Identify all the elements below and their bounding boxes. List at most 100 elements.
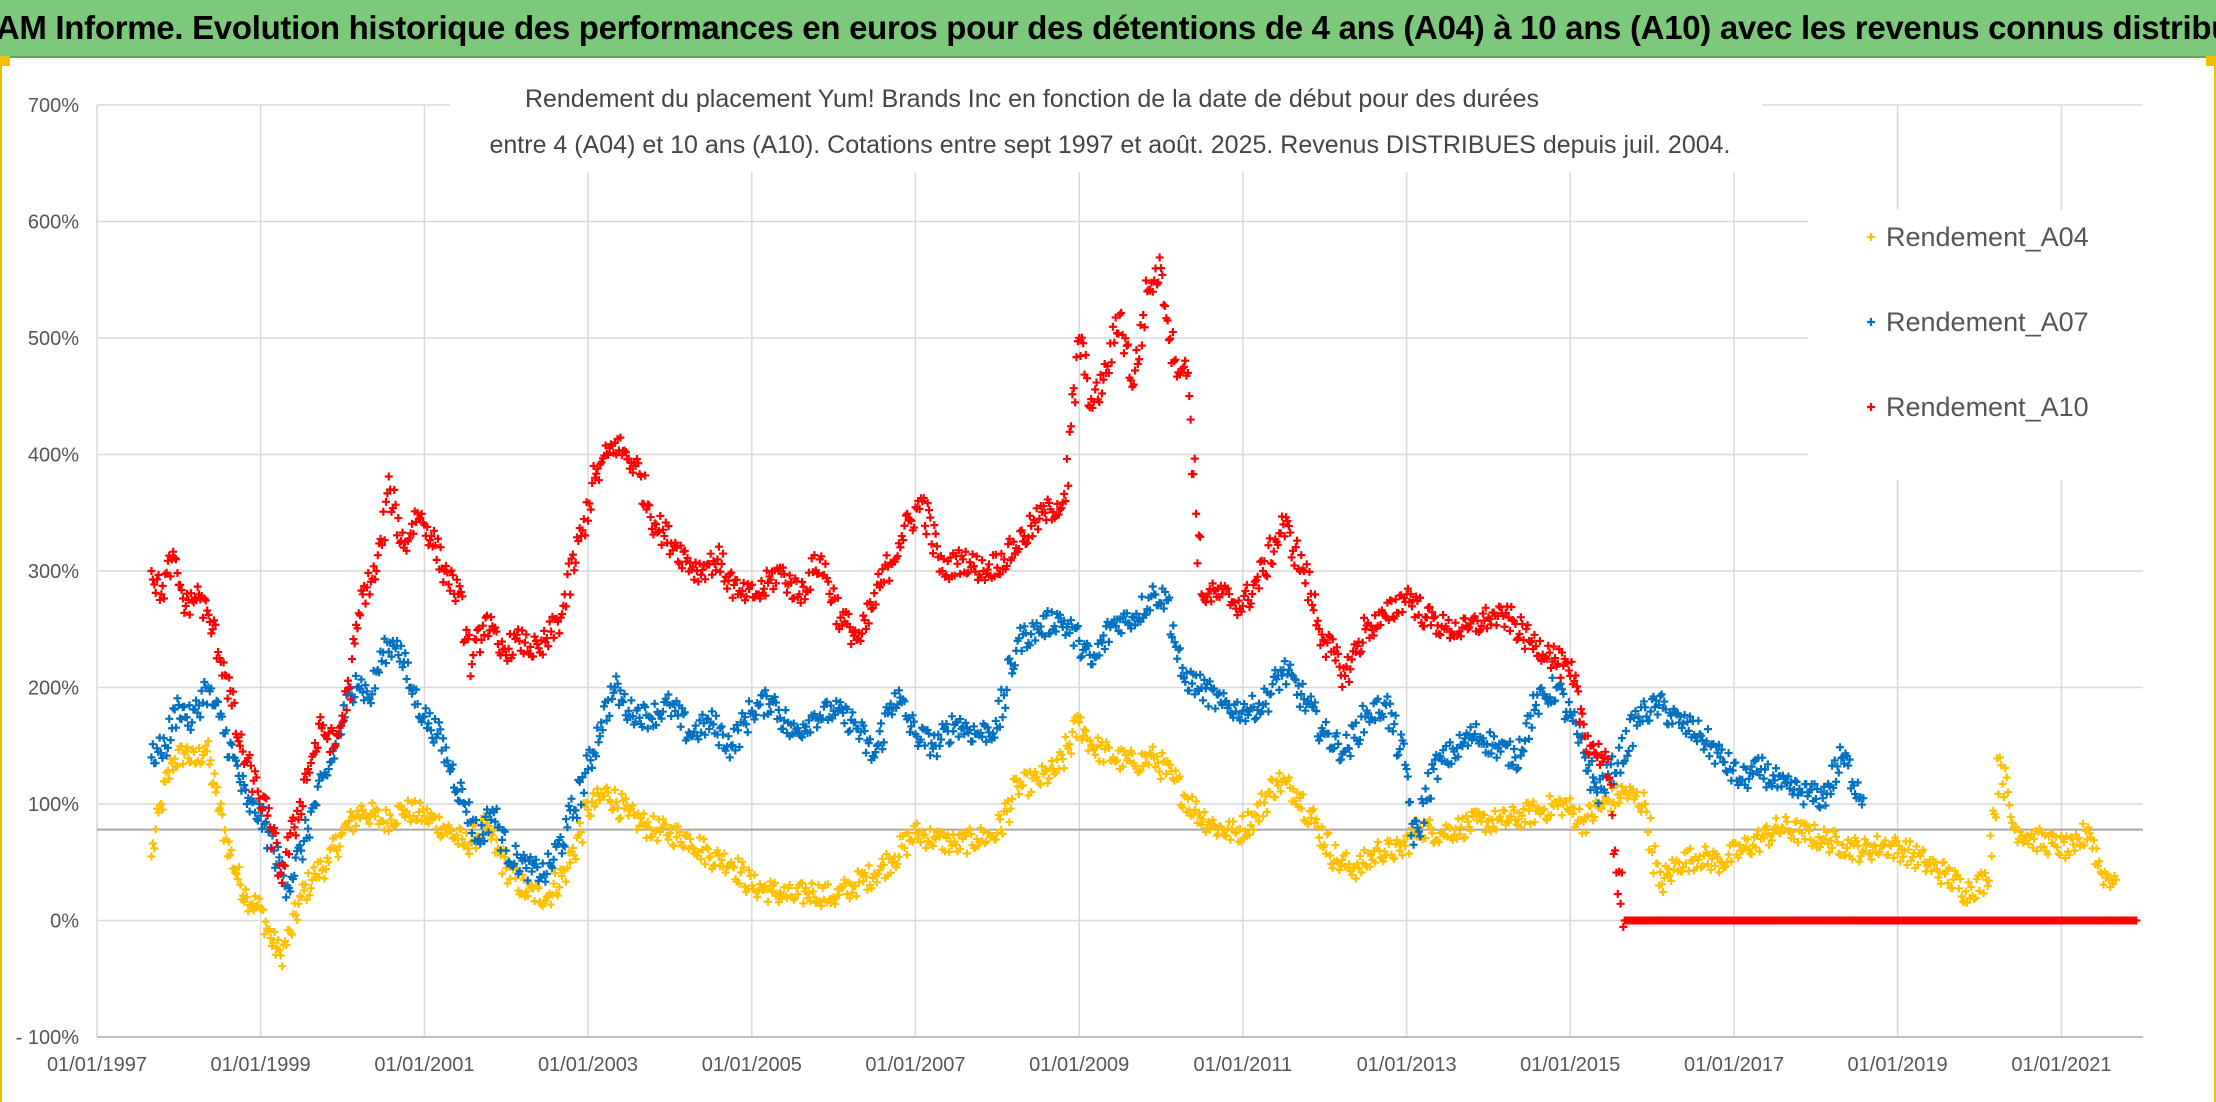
data-point xyxy=(364,568,373,577)
data-point xyxy=(293,806,302,815)
data-point xyxy=(1360,846,1369,855)
data-point xyxy=(804,889,813,898)
data-point xyxy=(934,730,943,739)
data-point xyxy=(537,636,546,645)
data-point xyxy=(1313,616,1322,625)
data-point xyxy=(961,718,970,727)
data-point xyxy=(155,801,164,810)
data-point xyxy=(1417,795,1426,804)
data-point xyxy=(564,802,573,811)
data-point xyxy=(1509,744,1518,753)
data-point xyxy=(989,729,998,738)
data-point xyxy=(316,857,325,866)
data-point xyxy=(305,833,314,842)
data-point xyxy=(1781,813,1790,822)
data-point xyxy=(1710,861,1719,870)
data-point xyxy=(1265,788,1274,797)
data-point xyxy=(291,853,300,862)
data-point xyxy=(166,736,175,745)
data-point xyxy=(1186,415,1195,424)
data-point xyxy=(246,761,255,770)
data-point xyxy=(1331,841,1340,850)
data-point xyxy=(762,692,771,701)
data-point xyxy=(649,812,658,821)
data-point xyxy=(172,723,181,732)
data-point xyxy=(238,771,247,780)
data-point xyxy=(416,798,425,807)
data-point xyxy=(1799,800,1808,809)
data-point xyxy=(668,840,677,849)
data-point xyxy=(223,694,232,703)
data-point xyxy=(1125,619,1134,628)
data-point xyxy=(2005,801,2014,810)
data-point xyxy=(178,760,187,769)
data-point xyxy=(163,556,172,565)
data-point xyxy=(480,837,489,846)
data-point xyxy=(1512,765,1521,774)
data-point xyxy=(652,721,661,730)
data-point xyxy=(664,690,673,699)
report-banner: ADAM Informe. Evolution historique des p… xyxy=(0,0,2216,58)
data-point xyxy=(650,699,659,708)
data-point xyxy=(1631,792,1640,801)
data-point xyxy=(297,846,306,855)
data-point xyxy=(1340,671,1349,680)
data-point xyxy=(204,737,213,746)
data-point xyxy=(1461,734,1470,743)
data-point xyxy=(1574,687,1583,696)
data-point xyxy=(1092,743,1101,752)
data-point xyxy=(291,831,300,840)
data-point xyxy=(872,878,881,887)
data-point xyxy=(888,710,897,719)
data-point xyxy=(2039,842,2048,851)
data-point xyxy=(924,729,933,738)
data-point xyxy=(1358,701,1367,710)
data-point xyxy=(976,728,985,737)
data-point xyxy=(467,660,476,669)
data-point xyxy=(379,817,388,826)
data-point xyxy=(323,734,332,743)
data-point xyxy=(1068,390,1077,399)
data-point xyxy=(1525,806,1534,815)
data-point xyxy=(282,941,291,950)
data-point xyxy=(1263,808,1272,817)
data-point xyxy=(1077,652,1086,661)
data-point xyxy=(393,636,402,645)
data-point xyxy=(1641,800,1650,808)
data-point xyxy=(1317,822,1326,831)
data-point xyxy=(365,819,374,828)
data-point xyxy=(1403,772,1412,781)
data-point xyxy=(233,761,242,770)
series-rendement-a10 xyxy=(147,253,2141,931)
data-point xyxy=(276,951,285,960)
data-point xyxy=(1542,816,1551,825)
data-point xyxy=(985,560,994,569)
data-point xyxy=(230,698,239,707)
data-point xyxy=(1386,836,1395,845)
data-point xyxy=(1649,869,1658,878)
data-point xyxy=(1373,694,1382,703)
data-point xyxy=(1684,726,1693,735)
data-point xyxy=(1931,857,1940,866)
data-point xyxy=(647,832,656,841)
data-point xyxy=(2054,849,2063,858)
data-point xyxy=(1120,746,1129,755)
data-point xyxy=(965,726,974,735)
data-point xyxy=(939,829,948,838)
data-point xyxy=(478,830,487,839)
data-point xyxy=(982,737,991,746)
data-point xyxy=(657,714,666,723)
data-point xyxy=(717,559,726,568)
data-point xyxy=(1420,818,1429,827)
data-point xyxy=(245,807,254,816)
data-point xyxy=(1068,727,1077,736)
data-point xyxy=(1100,645,1109,654)
data-point xyxy=(810,893,819,902)
data-point xyxy=(527,867,536,876)
data-point xyxy=(1505,737,1514,746)
data-point xyxy=(1589,773,1598,782)
data-point xyxy=(900,521,909,530)
data-point xyxy=(1621,726,1630,735)
data-point xyxy=(1483,740,1492,749)
data-point xyxy=(1620,756,1629,765)
